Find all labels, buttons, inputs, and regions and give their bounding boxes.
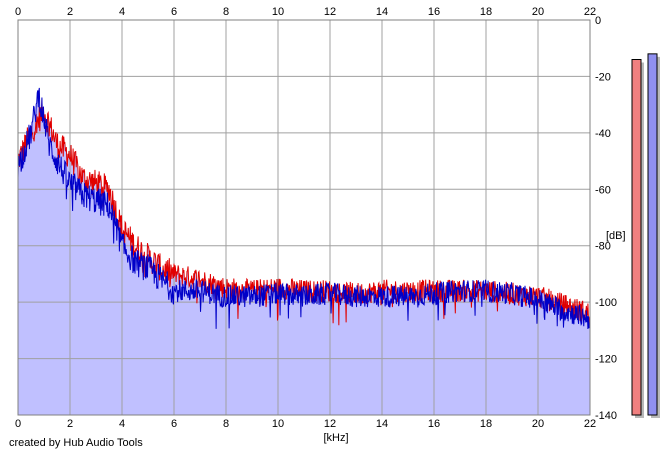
x-tick-label-top: 10 <box>272 6 284 18</box>
meter-right-bar <box>647 53 658 416</box>
meter-left-bar <box>631 59 642 416</box>
x-tick-label-bottom: 10 <box>272 418 284 430</box>
x-tick-label-bottom: 14 <box>376 418 388 430</box>
x-tick-label-bottom: 6 <box>171 418 177 430</box>
y-tick-label: -100 <box>595 297 617 309</box>
x-tick-label-bottom: 4 <box>119 418 125 430</box>
x-tick-label-bottom: 12 <box>324 418 336 430</box>
y-tick-label: -120 <box>595 354 617 366</box>
footer-credit: created by Hub Audio Tools <box>9 437 143 449</box>
x-tick-label-top: 16 <box>428 6 440 18</box>
y-axis-label: [dB] <box>606 230 626 242</box>
x-tick-label-top: 22 <box>584 6 596 18</box>
x-tick-label-top: 6 <box>171 6 177 18</box>
y-tick-label: -60 <box>595 184 611 196</box>
x-axis-label: [kHz] <box>323 432 348 444</box>
x-tick-label-bottom: 20 <box>532 418 544 430</box>
y-tick-label: 0 <box>595 15 601 27</box>
y-tick-label: -20 <box>595 71 611 83</box>
x-tick-label-bottom: 8 <box>223 418 229 430</box>
series-right-line <box>17 87 591 329</box>
spectrum-fill-area <box>18 87 590 415</box>
x-tick-label-top: 0 <box>15 6 21 18</box>
x-tick-label-top: 18 <box>480 6 492 18</box>
x-tick-label-top: 20 <box>532 6 544 18</box>
x-tick-label-top: 2 <box>67 6 73 18</box>
x-tick-label-top: 14 <box>376 6 388 18</box>
y-tick-label: -80 <box>595 241 611 253</box>
x-tick-label-bottom: 2 <box>67 418 73 430</box>
x-tick-label-top: 12 <box>324 6 336 18</box>
x-tick-label-bottom: 18 <box>480 418 492 430</box>
x-tick-label-bottom: 22 <box>584 418 596 430</box>
x-tick-label-top: 8 <box>223 6 229 18</box>
plot-border <box>17 19 591 416</box>
x-tick-label-bottom: 16 <box>428 418 440 430</box>
x-tick-label-top: 4 <box>119 6 125 18</box>
x-tick-label-bottom: 0 <box>15 418 21 430</box>
y-tick-label: -40 <box>595 128 611 140</box>
y-tick-label: -140 <box>595 410 617 422</box>
